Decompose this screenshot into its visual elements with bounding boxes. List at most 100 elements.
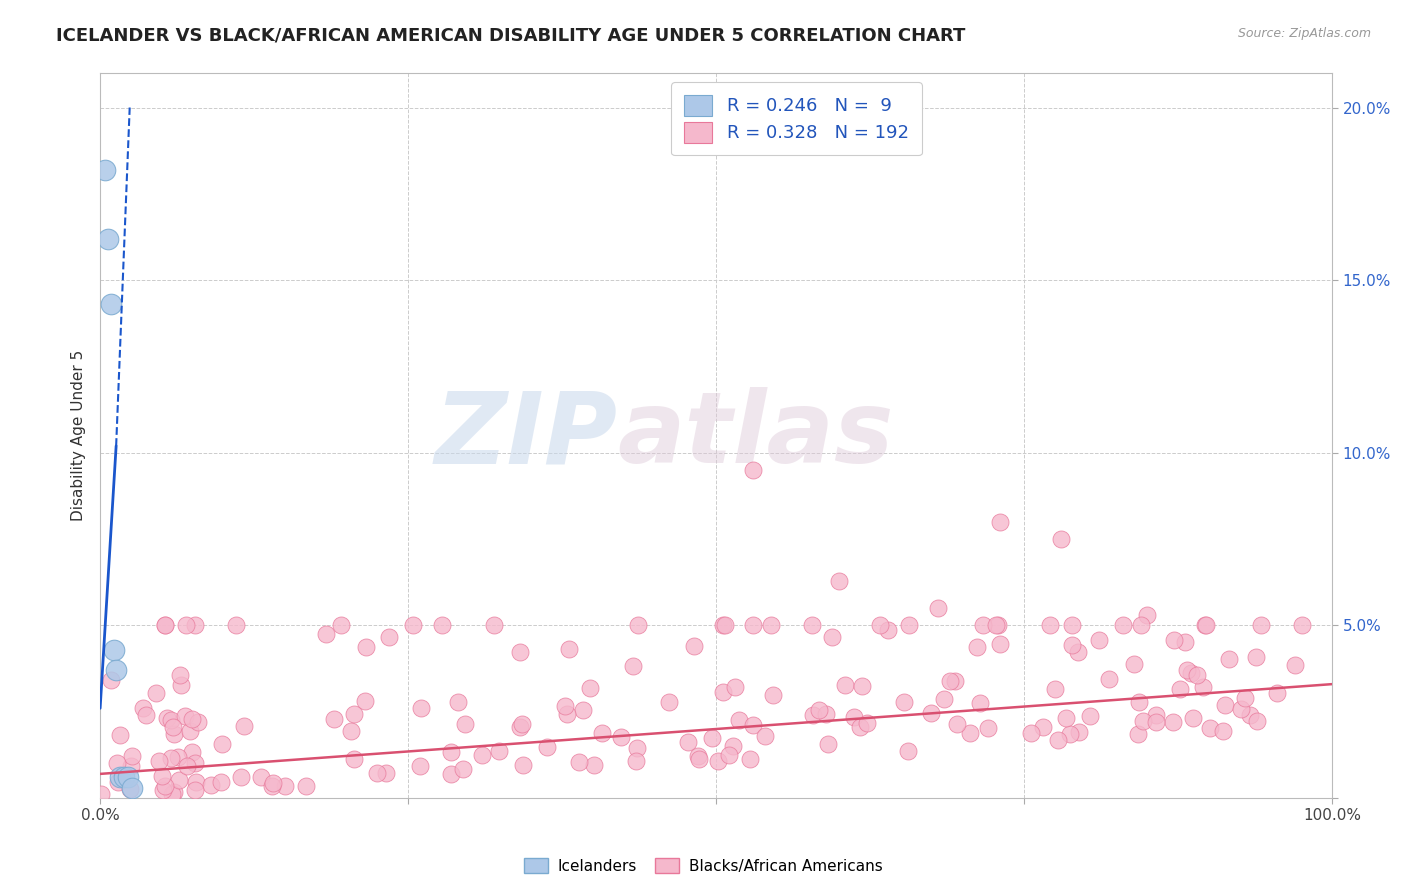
Point — [1192, 680, 1215, 694]
Point — [152, 783, 174, 797]
Point — [162, 721, 184, 735]
Point — [627, 618, 650, 632]
Point — [877, 624, 900, 638]
Point — [160, 751, 183, 765]
Point — [184, 783, 207, 797]
Point — [568, 755, 591, 769]
Point — [571, 703, 593, 717]
Point — [440, 745, 463, 759]
Point — [1054, 711, 1077, 725]
Point — [488, 744, 510, 758]
Point — [1078, 708, 1101, 723]
Point — [1163, 632, 1185, 647]
Point — [969, 696, 991, 710]
Point — [711, 684, 734, 698]
Point — [1195, 618, 1218, 632]
Point — [103, 642, 125, 657]
Point — [762, 689, 785, 703]
Point — [1123, 657, 1146, 672]
Point — [174, 709, 197, 723]
Point — [966, 640, 988, 654]
Point — [187, 715, 209, 730]
Point — [179, 723, 201, 738]
Point — [315, 627, 337, 641]
Point — [447, 695, 470, 709]
Legend: R = 0.246   N =  9, R = 0.328   N = 192: R = 0.246 N = 9, R = 0.328 N = 192 — [671, 82, 921, 155]
Point — [225, 618, 247, 632]
Point — [1284, 657, 1306, 672]
Point — [110, 728, 132, 742]
Point — [1059, 726, 1081, 740]
Point — [1233, 691, 1256, 706]
Point — [150, 769, 173, 783]
Point — [471, 747, 494, 762]
Point — [1129, 618, 1152, 632]
Point — [1112, 618, 1135, 632]
Point — [117, 770, 139, 784]
Point — [512, 757, 534, 772]
Point — [509, 719, 531, 733]
Point — [1239, 708, 1261, 723]
Point — [1246, 714, 1268, 728]
Y-axis label: Disability Age Under 5: Disability Age Under 5 — [72, 350, 86, 521]
Text: Source: ZipAtlas.com: Source: ZipAtlas.com — [1237, 27, 1371, 40]
Point — [688, 749, 710, 764]
Point — [432, 618, 454, 632]
Point — [1032, 720, 1054, 734]
Text: ZIP: ZIP — [434, 387, 617, 484]
Legend: Icelanders, Blacks/African Americans: Icelanders, Blacks/African Americans — [517, 852, 889, 880]
Point — [1144, 714, 1167, 729]
Point — [1229, 702, 1251, 716]
Point — [1046, 732, 1069, 747]
Point — [851, 679, 873, 693]
Point — [1175, 663, 1198, 677]
Point — [163, 727, 186, 741]
Point — [932, 691, 955, 706]
Point — [510, 717, 533, 731]
Point — [1060, 638, 1083, 652]
Point — [938, 674, 960, 689]
Point — [200, 778, 222, 792]
Point — [401, 618, 423, 632]
Point — [728, 713, 751, 727]
Point — [741, 718, 763, 732]
Point — [118, 781, 141, 796]
Point — [354, 640, 377, 655]
Point — [1161, 714, 1184, 729]
Point — [714, 618, 737, 632]
Point — [180, 745, 202, 759]
Point — [1136, 608, 1159, 623]
Point — [440, 767, 463, 781]
Point — [378, 630, 401, 644]
Point — [354, 694, 377, 708]
Point — [1194, 618, 1216, 632]
Point — [1097, 672, 1119, 686]
Point — [105, 663, 128, 677]
Point — [987, 618, 1010, 632]
Point — [411, 701, 433, 715]
Point — [855, 715, 877, 730]
Point — [986, 618, 1008, 632]
Point — [1187, 667, 1209, 681]
Point — [657, 695, 679, 709]
Point — [1144, 708, 1167, 723]
Point — [262, 776, 284, 790]
Point — [558, 642, 581, 657]
Point — [849, 719, 872, 733]
Text: ICELANDER VS BLACK/AFRICAN AMERICAN DISABILITY AGE UNDER 5 CORRELATION CHART: ICELANDER VS BLACK/AFRICAN AMERICAN DISA… — [56, 27, 966, 45]
Point — [683, 640, 706, 654]
Point — [273, 780, 295, 794]
Point — [1265, 686, 1288, 700]
Point — [972, 618, 994, 632]
Point — [1043, 682, 1066, 697]
Point — [451, 763, 474, 777]
Point — [1180, 665, 1202, 680]
Point — [1088, 633, 1111, 648]
Point — [167, 750, 190, 764]
Point — [170, 678, 193, 692]
Point — [893, 695, 915, 709]
Point — [176, 759, 198, 773]
Point — [1067, 724, 1090, 739]
Point — [754, 729, 776, 743]
Point — [707, 754, 730, 768]
